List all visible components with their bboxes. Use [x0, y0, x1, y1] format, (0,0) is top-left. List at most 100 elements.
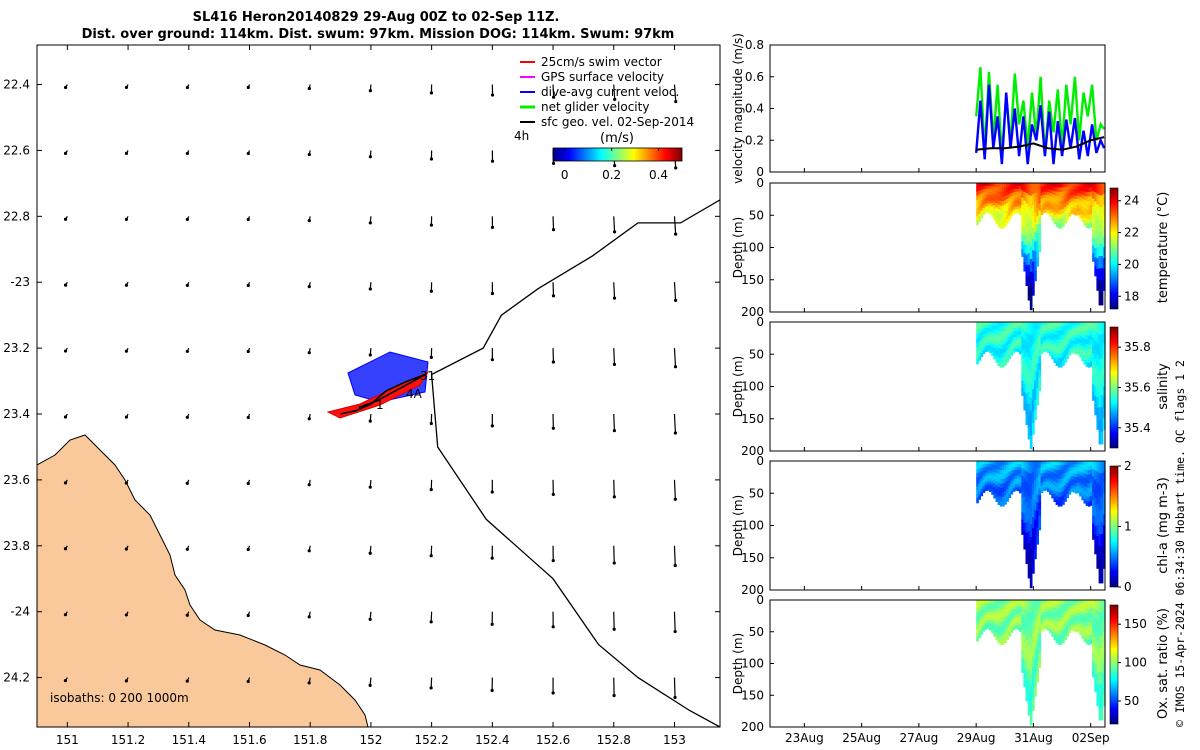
vector-head — [368, 353, 372, 357]
section-cell — [1057, 604, 1061, 610]
section-cell — [1029, 322, 1033, 336]
section-cell — [1008, 475, 1012, 480]
section-cell — [1044, 345, 1048, 349]
section-cell — [991, 199, 994, 204]
section-cell — [995, 469, 999, 474]
section-cell — [1025, 522, 1029, 534]
section-cell — [982, 467, 986, 471]
section-cell — [1055, 343, 1059, 349]
section-cell — [991, 477, 994, 482]
section-cell — [1029, 246, 1033, 260]
section-cell — [1062, 322, 1065, 327]
section-cell — [1036, 600, 1039, 609]
vector-head — [429, 157, 434, 161]
section-cell — [1019, 489, 1022, 494]
section-cell — [1064, 187, 1067, 192]
section-cell — [1092, 492, 1095, 501]
section-cell — [1085, 353, 1089, 358]
section-cell — [1004, 499, 1007, 505]
section-cell — [976, 612, 979, 617]
section-cell — [1094, 340, 1097, 351]
section-cell — [1036, 519, 1039, 528]
section-cell — [1077, 208, 1080, 213]
section-cell — [1053, 481, 1057, 486]
panel-ticks: 00.20.40.60.8 — [745, 38, 1092, 179]
section-cell — [982, 483, 986, 487]
section-cell — [1090, 357, 1093, 363]
section-cell — [1096, 493, 1100, 505]
section-cell — [989, 192, 992, 196]
vector-head — [612, 693, 616, 698]
section-cell — [1006, 607, 1009, 613]
section-cell — [1085, 617, 1089, 623]
section-cell — [976, 359, 979, 365]
vector-head — [674, 232, 678, 236]
section-cell — [978, 615, 981, 620]
section-cell — [991, 196, 994, 201]
section-cell — [984, 200, 988, 205]
section-cell — [1027, 322, 1031, 335]
vector-head — [63, 217, 68, 221]
section-cell — [1001, 209, 1005, 215]
section-cell — [1049, 351, 1052, 356]
section-cell — [1062, 461, 1065, 466]
section-cell — [1008, 486, 1012, 491]
section-cell — [1092, 392, 1095, 401]
section-cell — [1066, 632, 1069, 637]
section-cell — [1036, 183, 1039, 192]
depth-ytick-label: 0 — [756, 176, 764, 190]
section-cell — [1100, 558, 1104, 572]
section-cell — [1034, 322, 1037, 333]
section-cell — [980, 210, 984, 215]
section-cell — [1010, 625, 1014, 630]
section-cell — [1066, 351, 1069, 356]
section-cell — [1034, 519, 1037, 530]
section-cell — [1032, 561, 1035, 574]
section-cell — [1040, 201, 1044, 206]
section-cell — [991, 189, 994, 194]
colorbar-tick-label: 24 — [1124, 194, 1139, 208]
section-cell — [1062, 339, 1065, 345]
section-cell — [1079, 342, 1082, 347]
depth-ytick-label: 200 — [741, 305, 764, 319]
section-cell — [1090, 361, 1093, 367]
depth-ytick-label: 50 — [749, 486, 764, 500]
section-cell — [986, 203, 990, 207]
section-cell — [1079, 353, 1082, 358]
section-cell — [995, 342, 999, 347]
map-ytick-label: -23 — [10, 275, 30, 289]
section-cell — [999, 617, 1003, 623]
section-cell — [1070, 608, 1074, 613]
section-cell — [1027, 566, 1031, 579]
section-cell — [1027, 264, 1031, 278]
vector-head — [124, 151, 129, 155]
section-cell — [1001, 183, 1005, 189]
section-cell — [1032, 261, 1035, 274]
section-cell — [1059, 205, 1063, 211]
section-cell — [1092, 345, 1095, 354]
title-line-2: Dist. over ground: 114km. Dist. swum: 97… — [82, 27, 675, 42]
section-cell — [1049, 480, 1052, 485]
section-cell — [999, 497, 1003, 503]
section-cell — [1027, 600, 1031, 613]
section-cell — [980, 328, 984, 333]
section-cell — [1027, 229, 1031, 243]
section-cell — [1053, 465, 1057, 470]
section-cell — [1025, 491, 1029, 503]
section-cell — [1059, 348, 1063, 354]
section-cell — [1100, 509, 1104, 523]
section-cell — [1100, 219, 1104, 233]
section-cell — [1085, 613, 1089, 619]
section-cell — [1017, 330, 1020, 335]
section-cell — [1087, 205, 1091, 211]
section-cell — [1055, 491, 1059, 497]
section-cell — [1021, 197, 1024, 206]
section-cell — [1098, 612, 1102, 625]
section-cell — [1083, 490, 1087, 496]
section-cell — [1032, 378, 1035, 390]
section-cell — [1012, 482, 1016, 486]
section-cell — [1066, 614, 1069, 619]
section-cell — [1034, 251, 1037, 262]
section-cell — [1008, 197, 1012, 202]
